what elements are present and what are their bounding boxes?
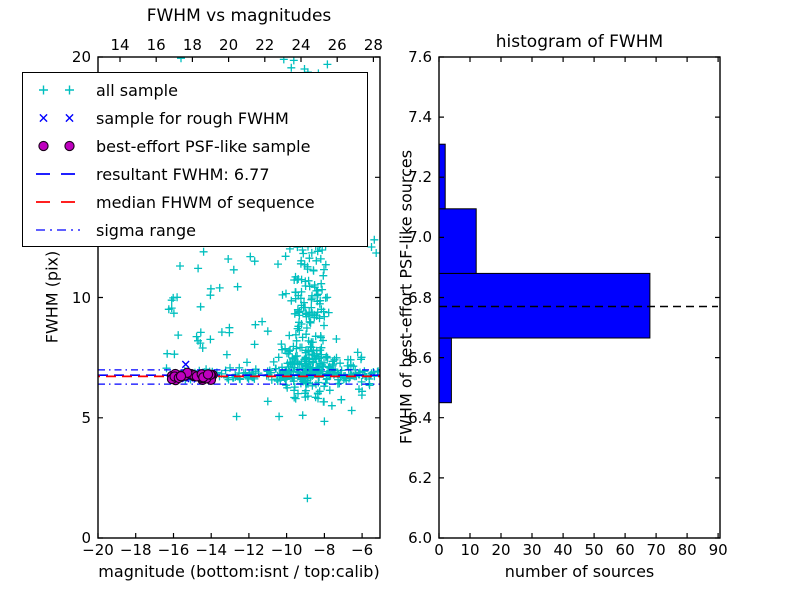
legend-label: sample for rough FWHM bbox=[96, 108, 289, 128]
blue-dashdot-line-icon bbox=[36, 229, 80, 231]
left-top-xtick-label: 28 bbox=[363, 36, 383, 54]
right-xtick-label: 80 bbox=[677, 541, 697, 559]
left-plot-ylabel: FWHM (pix) bbox=[42, 250, 62, 344]
left-xtick-label: −16 bbox=[157, 541, 190, 559]
legend-item-all-sample: all sample bbox=[23, 76, 367, 104]
left-plot-title: FWHM vs magnitudes bbox=[146, 6, 332, 26]
left-top-xtick-label: 26 bbox=[327, 36, 347, 54]
left-ytick-label: 10 bbox=[71, 288, 91, 307]
legend-item-sigma-range: sigma range bbox=[23, 216, 367, 244]
left-top-xtick-label: 22 bbox=[255, 36, 275, 54]
right-xtick-label: 40 bbox=[553, 541, 573, 559]
legend-item-psf-sample: best-effort PSF-like sample bbox=[23, 132, 367, 160]
cross-marker-icon bbox=[39, 113, 74, 123]
right-xtick-label: 0 bbox=[434, 541, 444, 559]
plus-marker-icon bbox=[39, 85, 74, 95]
legend-label: sigma range bbox=[96, 220, 196, 240]
left-xtick-label: −18 bbox=[119, 541, 152, 559]
left-xtick-label: −14 bbox=[195, 541, 227, 559]
red-dashed-line-icon bbox=[36, 201, 80, 203]
dot-marker-icon bbox=[38, 140, 75, 152]
right-ytick-label: 7.6 bbox=[408, 48, 432, 66]
legend: all sample sample for rough FWHM best-ef… bbox=[22, 72, 368, 247]
right-xtick-label: 70 bbox=[646, 541, 666, 559]
left-top-xtick-label: 14 bbox=[110, 36, 130, 54]
right-ytick-label: 6.4 bbox=[408, 408, 432, 427]
legend-item-resultant-fwhm: resultant FWHM: 6.77 bbox=[23, 160, 367, 188]
legend-label: resultant FWHM: 6.77 bbox=[96, 164, 270, 184]
left-top-xtick-label: 20 bbox=[219, 36, 239, 54]
left-top-xtick-label: 18 bbox=[182, 36, 202, 54]
left-xtick-label: −6 bbox=[351, 541, 374, 559]
right-ytick-label: 7.2 bbox=[408, 168, 432, 187]
right-xtick-label: 20 bbox=[491, 541, 511, 559]
right-ytick-label: 6.6 bbox=[408, 348, 432, 367]
right-xtick-label: 60 bbox=[615, 541, 635, 559]
left-ytick-label: 0 bbox=[81, 529, 91, 547]
right-plot-xlabel: number of sources bbox=[504, 562, 655, 581]
legend-item-median-fhwm: median FHWM of sequence bbox=[23, 188, 367, 216]
left-xtick-label: −20 bbox=[82, 541, 114, 559]
right-xtick-label: 10 bbox=[460, 541, 480, 559]
right-xtick-label: 50 bbox=[584, 541, 604, 559]
left-top-xtick-label: 24 bbox=[291, 36, 311, 54]
right-xtick-label: 30 bbox=[522, 541, 542, 559]
left-ytick-label: 5 bbox=[81, 408, 91, 427]
left-xtick-label: −8 bbox=[313, 541, 336, 559]
legend-label: best-effort PSF-like sample bbox=[96, 136, 311, 156]
left-xtick-label: −12 bbox=[233, 541, 265, 559]
legend-item-rough-fwhm: sample for rough FWHM bbox=[23, 104, 367, 132]
left-xtick-label: −10 bbox=[270, 541, 303, 559]
blue-dashed-line-icon bbox=[36, 173, 80, 175]
right-ytick-label: 6.8 bbox=[408, 288, 432, 307]
right-ytick-label: 7.0 bbox=[408, 228, 432, 247]
left-ytick-label: 20 bbox=[71, 48, 91, 66]
left-plot-xlabel: magnitude (bottom:isnt / top:calib) bbox=[98, 562, 380, 581]
right-ytick-label: 6.2 bbox=[408, 468, 432, 487]
right-plot-title: histogram of FWHM bbox=[495, 32, 664, 52]
legend-label: all sample bbox=[96, 80, 178, 100]
right-ytick-label: 7.4 bbox=[408, 108, 432, 127]
left-top-xtick-label: 16 bbox=[146, 36, 166, 54]
legend-label: median FHWM of sequence bbox=[96, 192, 315, 212]
right-ytick-label: 6.0 bbox=[408, 529, 432, 547]
right-xtick-label: 90 bbox=[708, 541, 728, 559]
right-plot-ylabel: FWHM of best-effort PSF-like sources bbox=[396, 149, 416, 445]
